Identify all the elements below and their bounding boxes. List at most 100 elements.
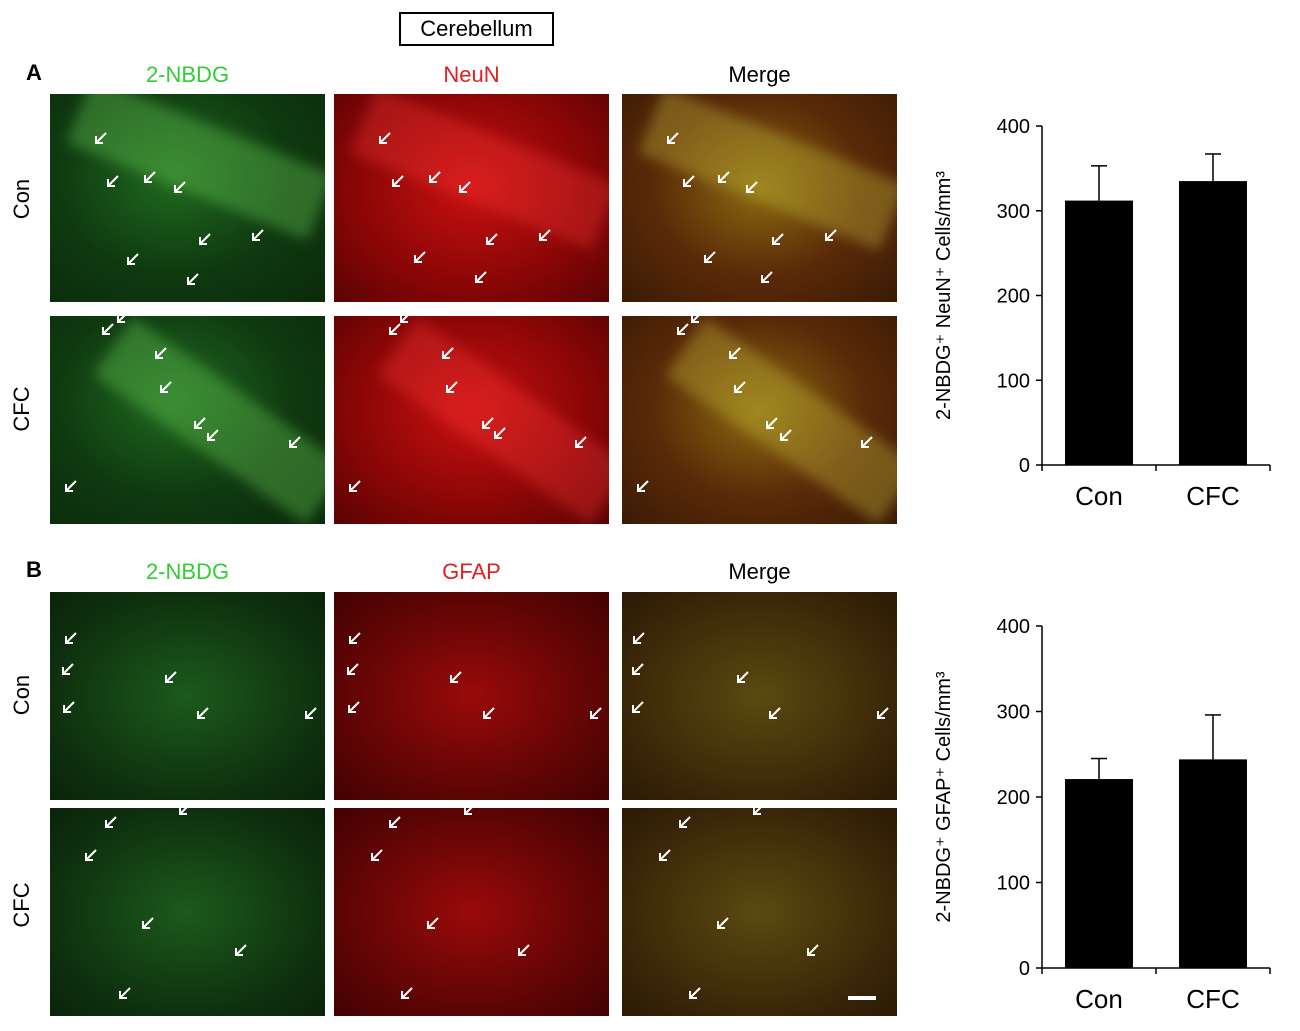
arrow-marker — [780, 429, 792, 441]
x-tick-label: Con — [1075, 984, 1123, 1014]
panel-b-col-merge: Merge — [728, 559, 791, 584]
arrow-marker — [142, 917, 154, 929]
arrow-marker — [717, 917, 729, 929]
arrow-marker — [144, 171, 156, 183]
x-tick-label: CFC — [1186, 481, 1239, 511]
micrograph-a-cfc-merge — [622, 316, 897, 524]
arrow-marker — [389, 323, 401, 335]
arrow-marker — [389, 816, 401, 828]
arrow-marker — [633, 632, 645, 644]
arrow-marker — [85, 849, 97, 861]
arrow-marker — [677, 323, 689, 335]
arrow-marker — [807, 944, 819, 956]
panel-a-col-merge: Merge — [728, 62, 791, 87]
arrow-marker — [737, 671, 749, 683]
arrow-marker — [861, 436, 873, 448]
y-tick-label: 200 — [997, 787, 1030, 809]
micrograph-a-cfc-2nbdg — [50, 316, 325, 524]
bar — [1065, 200, 1133, 465]
arrow-marker — [442, 347, 454, 359]
bar-chart-gfap: 0 100 200 300 400 Con CFC 2-NBDG⁺ GFAP⁺ Cells/m… — [933, 616, 1271, 1014]
arrow-marker — [400, 311, 412, 323]
arrow-marker — [305, 707, 317, 719]
scale-bar — [848, 996, 876, 1000]
arrow-marker — [348, 701, 360, 713]
arrow-marker — [632, 701, 644, 713]
y-tick-label: 0 — [1019, 455, 1030, 477]
arrow-marker — [102, 323, 114, 335]
arrow-marker — [107, 175, 119, 187]
arrow-marker — [689, 987, 701, 999]
micrograph-b-cfc-gfap — [334, 808, 609, 1016]
arrow-marker — [494, 427, 506, 439]
arrow-marker — [753, 803, 765, 815]
arrow-marker — [729, 347, 741, 359]
y-tick-label: 100 — [997, 873, 1030, 895]
y-tick-label: 400 — [997, 116, 1030, 138]
arrow-marker — [207, 429, 219, 441]
bar — [1179, 181, 1247, 465]
arrow-marker — [482, 417, 494, 429]
arrow-marker — [450, 671, 462, 683]
arrow-marker — [349, 632, 361, 644]
arrow-marker — [289, 436, 301, 448]
panel-a-letter: A — [26, 60, 42, 85]
arrow-marker — [825, 229, 837, 241]
arrow-marker — [187, 273, 199, 285]
arrow-marker — [127, 253, 139, 265]
micrograph-a-cfc-neun — [334, 316, 609, 524]
micrograph-b-con-2nbdg — [50, 592, 325, 800]
bar — [1065, 779, 1133, 968]
arrow-marker — [65, 480, 77, 492]
figure-title: Cerebellum — [399, 12, 554, 46]
arrow-marker — [659, 849, 671, 861]
arrow-marker — [349, 480, 361, 492]
arrow-marker — [65, 632, 77, 644]
arrow-marker — [429, 171, 441, 183]
y-tick-label: 100 — [997, 370, 1030, 392]
arrow-marker — [347, 663, 359, 675]
panel-b-letter: B — [26, 557, 42, 582]
arrow-marker — [401, 987, 413, 999]
arrow-marker — [197, 707, 209, 719]
bar — [1179, 759, 1247, 968]
y-tick-label: 400 — [997, 616, 1030, 638]
micrograph-b-cfc-merge — [622, 808, 897, 1016]
arrow-marker — [199, 233, 211, 245]
arrow-marker — [483, 707, 495, 719]
micrograph-a-con-neun — [334, 94, 609, 302]
arrow-marker — [746, 181, 758, 193]
arrow-marker — [446, 381, 458, 393]
arrow-marker — [119, 987, 131, 999]
arrow-marker — [734, 381, 746, 393]
arrow-marker — [877, 707, 889, 719]
y-axis-label: 2-NBDG⁺ NeuN⁺ Cells/mm³ — [933, 171, 955, 420]
micrograph-b-cfc-2nbdg — [50, 808, 325, 1016]
arrow-marker — [392, 175, 404, 187]
arrow-marker — [235, 944, 247, 956]
arrow-marker — [95, 132, 107, 144]
x-tick-label: Con — [1075, 481, 1123, 511]
arrow-marker — [637, 480, 649, 492]
arrow-marker — [667, 132, 679, 144]
arrow-marker — [174, 181, 186, 193]
arrow-marker — [486, 233, 498, 245]
arrow-marker — [427, 917, 439, 929]
arrow-marker — [371, 849, 383, 861]
arrow-marker — [691, 311, 703, 323]
micrograph-b-con-merge — [622, 592, 897, 800]
arrow-marker — [475, 271, 487, 283]
arrow-marker — [632, 663, 644, 675]
arrow-marker — [194, 417, 206, 429]
arrow-marker — [769, 707, 781, 719]
arrow-marker — [459, 181, 471, 193]
arrow-marker — [464, 803, 476, 815]
arrow-marker — [718, 171, 730, 183]
arrow-marker — [117, 311, 129, 323]
arrow-marker — [160, 381, 172, 393]
arrow-marker — [379, 132, 391, 144]
y-tick-label: 300 — [997, 201, 1030, 223]
micrograph-a-con-2nbdg — [50, 94, 325, 302]
arrow-marker — [575, 436, 587, 448]
